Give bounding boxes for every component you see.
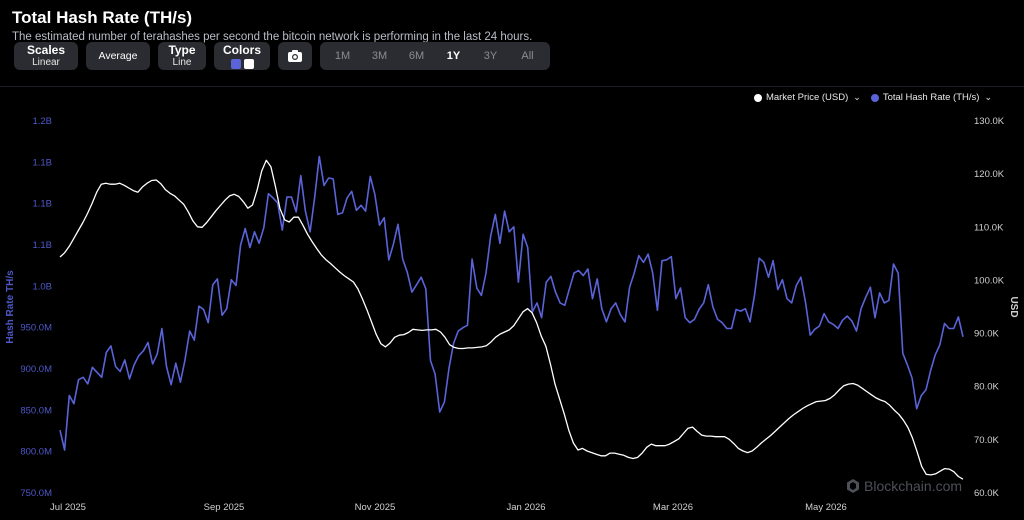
y-right-axis-title: USD [1008, 296, 1019, 317]
y-left-tick-label: 1.1B [32, 157, 52, 168]
legend-dot-market-price [753, 93, 762, 102]
header-divider [0, 86, 1024, 87]
y-right-tick-label: 60.0K [974, 488, 999, 499]
chart-legend: Market Price (USD) ⌄ Total Hash Rate (TH… [753, 92, 992, 103]
x-tick-label: May 2026 [805, 502, 847, 513]
color-swatch-price [243, 58, 254, 69]
chevron-down-icon: ⌄ [853, 92, 861, 102]
y-right-tick-label: 80.0K [974, 382, 999, 393]
blockchain-logo-icon [847, 479, 859, 493]
x-tick-label: Jul 2025 [50, 502, 86, 513]
y-left-tick-label: 950.0M [20, 323, 52, 334]
range-all[interactable]: All [521, 50, 534, 62]
scales-label: Scales [26, 42, 66, 57]
page-subtitle: The estimated number of terahashes per s… [12, 31, 533, 43]
y-right-tick-label: 110.0K [974, 222, 1004, 233]
y-left-axis-title: Hash Rate TH/s [5, 270, 16, 344]
market-price-line [59, 159, 964, 480]
watermark: Blockchain.com [846, 478, 962, 494]
x-tick-label: Mar 2026 [653, 502, 693, 513]
x-tick-label: Jan 2026 [506, 502, 545, 513]
chevron-down-icon: ⌄ [984, 92, 992, 102]
scales-button[interactable]: Scales Linear [14, 42, 78, 70]
legend-label-market-price: Market Price (USD) [765, 92, 849, 103]
type-value: Line [172, 56, 192, 68]
y-right-tick-label: 70.0K [974, 435, 999, 446]
y-right-tick-label: 120.0K [974, 169, 1005, 180]
legend-item-market-price[interactable]: Market Price (USD) ⌄ [753, 92, 861, 103]
type-button[interactable]: Type Line [158, 42, 206, 70]
camera-icon [288, 50, 302, 62]
range-1y[interactable]: 1Y [446, 50, 461, 62]
y-left-tick-label: 1.0B [32, 281, 52, 292]
y-right-tick-label: 90.0K [974, 329, 999, 340]
y-left-tick-label: 850.0M [20, 405, 52, 416]
y-left-tick-label: 800.0M [20, 447, 52, 458]
y-right-tick-label: 130.0K [974, 116, 1005, 127]
watermark-text: Blockchain.com [864, 478, 963, 494]
x-tick-label: Sep 2025 [204, 502, 245, 513]
y-left-tick-label: 750.0M [20, 488, 52, 499]
color-swatch-hashrate [230, 58, 241, 69]
type-label: Type [168, 42, 196, 57]
y-left-tick-label: 1.1B [32, 199, 52, 210]
legend-dot-hash-rate [870, 93, 879, 102]
screenshot-button[interactable] [278, 42, 312, 70]
range-3y[interactable]: 3Y [483, 50, 498, 62]
chart-toolbar: Scales Linear Average Type Line Colors 1… [14, 42, 550, 70]
y-left-tick-label: 1.1B [32, 240, 52, 251]
x-tick-label: Nov 2025 [355, 502, 396, 513]
time-range-selector: 1M 3M 6M 1Y 3Y All [320, 42, 550, 70]
range-3m[interactable]: 3M [371, 50, 388, 62]
colors-button[interactable]: Colors [214, 42, 270, 70]
legend-label-hash-rate: Total Hash Rate (TH/s) [882, 92, 980, 103]
y-right-tick-label: 100.0K [974, 275, 1005, 286]
colors-label: Colors [223, 42, 262, 57]
average-button[interactable]: Average [86, 42, 150, 70]
color-swatches [230, 58, 254, 69]
range-1m[interactable]: 1M [334, 50, 351, 62]
y-left-tick-label: 900.0M [20, 364, 52, 375]
average-label: Average [98, 49, 138, 62]
y-left-tick-label: 1.2B [32, 116, 52, 127]
range-6m[interactable]: 6M [408, 50, 425, 62]
legend-item-hash-rate[interactable]: Total Hash Rate (TH/s) ⌄ [870, 92, 992, 103]
chart-header: Total Hash Rate (TH/s) The estimated num… [12, 8, 532, 43]
scales-value: Linear [32, 56, 60, 68]
hash-rate-line [59, 155, 964, 451]
page-title: Total Hash Rate (TH/s) [12, 8, 193, 27]
